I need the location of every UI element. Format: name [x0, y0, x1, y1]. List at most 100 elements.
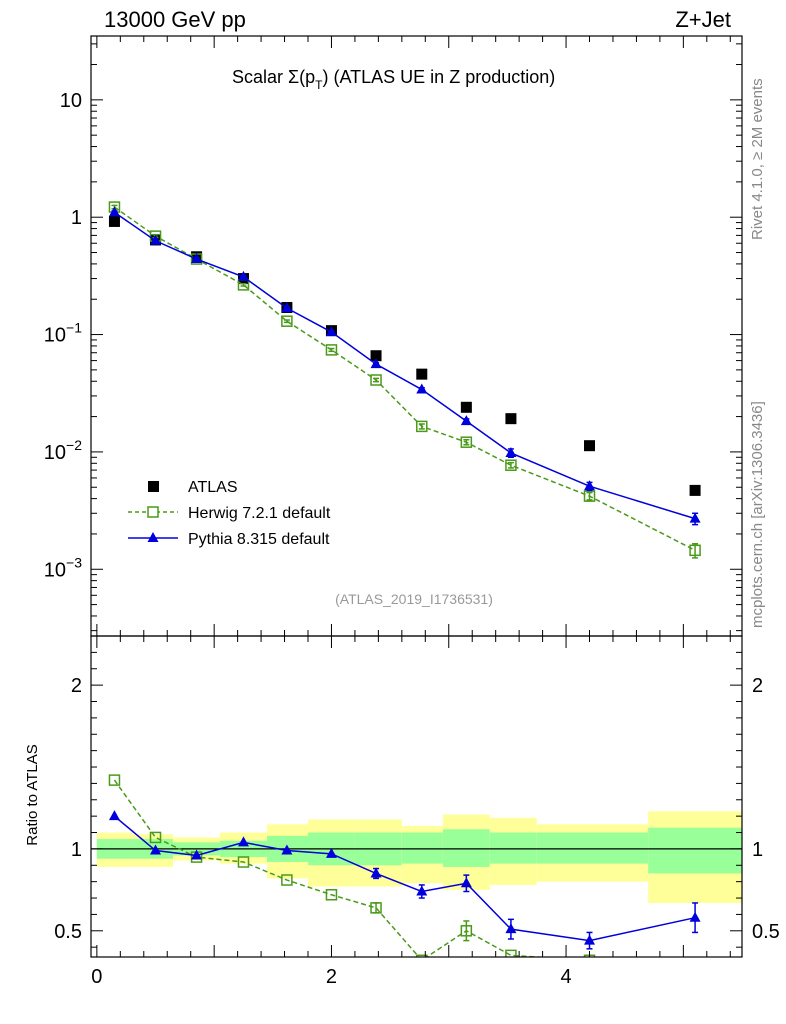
ratio-y-tick-label: 2 — [71, 675, 82, 697]
legend-atlas-label: ATLAS — [188, 479, 238, 496]
x-tick-label: 4 — [560, 966, 571, 988]
main-pythia-point — [191, 253, 203, 264]
green-band — [401, 832, 443, 864]
ratio-pythia-point — [108, 810, 120, 821]
main-pythia-point — [237, 270, 249, 281]
y-tick-base: 1 — [71, 207, 82, 229]
main-pythia-point — [370, 358, 382, 369]
legend-herwig-label: Herwig 7.2.1 default — [188, 505, 331, 522]
main-pythia-series — [108, 206, 701, 526]
y-tick-label: 10−1 — [44, 320, 82, 347]
main-pythia-point — [689, 512, 701, 523]
main-series — [108, 201, 701, 559]
ratio-pythia-point — [281, 844, 293, 855]
plot-title-sub: T — [315, 78, 323, 92]
y-tick-exponent: −1 — [66, 320, 82, 336]
ratio-herwig-point — [460, 925, 473, 937]
green-band — [489, 832, 537, 864]
series — [108, 201, 701, 969]
ratio-frame — [90, 635, 743, 958]
plot-title-prefix: Scalar Σ(p — [232, 67, 315, 87]
ratio-pythia-point — [460, 877, 472, 888]
y-tick-base: 10 — [44, 559, 66, 581]
y-tick-base: 10 — [60, 90, 82, 112]
ratio-herwig-point — [108, 774, 121, 786]
main-atlas-point — [689, 484, 701, 496]
main-atlas-point — [416, 368, 428, 380]
main-pythia-point — [584, 480, 596, 491]
plot-title-suffix: ) (ATLAS UE in Z production) — [323, 67, 556, 87]
rivet-label: Rivet 4.1.0, ≥ 2M events — [749, 78, 766, 240]
main-atlas-point — [108, 215, 120, 227]
green-band — [536, 832, 649, 864]
main-atlas-point — [460, 401, 472, 413]
x-tick-label: 2 — [326, 966, 337, 988]
analysis-tag: (ATLAS_2019_I1736531) — [335, 591, 493, 607]
main-atlas-point — [584, 440, 596, 452]
mcplots-label: mcplots.cern.ch [arXiv:1306.3436] — [749, 401, 766, 628]
y-tick-exponent: −3 — [66, 554, 82, 570]
ratio-herwig-point — [370, 902, 382, 914]
ratio-y-tick-label: 1 — [71, 839, 82, 861]
ratio-pythia-point — [237, 836, 249, 847]
y-tick-label: 1 — [71, 207, 82, 229]
legend: ATLAS Herwig 7.2.1 default Pythia 8.315 … — [128, 479, 331, 548]
legend-atlas-marker — [148, 481, 159, 492]
legend-pythia-marker — [147, 532, 159, 542]
main-herwig-point — [281, 315, 293, 327]
main-pythia-point — [108, 206, 120, 217]
ratio-series — [108, 774, 701, 969]
main-atlas-point — [505, 413, 517, 425]
axes — [90, 35, 743, 958]
x-tick-label: 0 — [91, 966, 102, 988]
ratio-herwig-point — [505, 949, 517, 957]
ratio-pythia-point — [325, 847, 337, 858]
ratio-herwig-point — [690, 959, 700, 969]
ratio-pythia-point — [505, 923, 517, 934]
ratio-y-tick-label-right: 1 — [752, 839, 763, 861]
green-band — [648, 827, 742, 874]
y-tick-exponent: −2 — [66, 437, 82, 453]
main-herwig-point — [416, 420, 428, 433]
ratio-herwig-point — [149, 831, 162, 844]
main-pythia-point — [325, 326, 337, 337]
ratio-pythia-point — [150, 844, 162, 855]
y-tick-label: 10−2 — [44, 437, 82, 464]
ratio-pythia-point — [370, 867, 382, 878]
green-band — [442, 829, 490, 867]
main-pythia-point — [150, 234, 162, 245]
ratio-pythia-point — [191, 849, 203, 860]
ratio-pythia-line — [113, 815, 696, 942]
plot-title: Scalar Σ(pT) (ATLAS UE in Z production) — [232, 67, 555, 92]
main-pythia-point — [281, 302, 293, 313]
main-atlas-point — [370, 350, 382, 362]
main-herwig-point — [370, 374, 382, 386]
main-pythia-point — [460, 415, 472, 426]
y-tick-base: 10 — [44, 442, 66, 464]
ratio-pythia-series — [108, 810, 701, 950]
ratio-herwig-point — [237, 856, 250, 868]
main-herwig-point — [325, 344, 338, 356]
ratio-y-tick-label-right: 2 — [752, 675, 763, 697]
ratio-herwig-line — [113, 779, 550, 957]
y-tick-label: 10 — [60, 90, 82, 112]
ratio-pythia-point — [584, 934, 596, 945]
main-pythia-point — [505, 446, 517, 457]
ratio-herwig-series — [108, 774, 700, 969]
ratio-pythia-point — [416, 885, 428, 896]
legend-herwig-marker — [147, 506, 159, 518]
header-right: Z+Jet — [675, 7, 731, 32]
main-herwig-point — [460, 436, 473, 448]
ratio-pythia-point — [689, 911, 701, 922]
ratio-herwig-point — [416, 954, 428, 957]
ratio-herwig-point — [281, 874, 293, 886]
ratio-y-tick-label: 0.5 — [54, 921, 82, 943]
legend-pythia-label: Pythia 8.315 default — [188, 531, 330, 548]
main-herwig-point — [689, 544, 701, 557]
main-pythia-point — [416, 383, 428, 394]
y-tick-base: 10 — [44, 325, 66, 347]
main-herwig-point — [505, 459, 517, 471]
ratio-herwig-point — [325, 889, 338, 901]
